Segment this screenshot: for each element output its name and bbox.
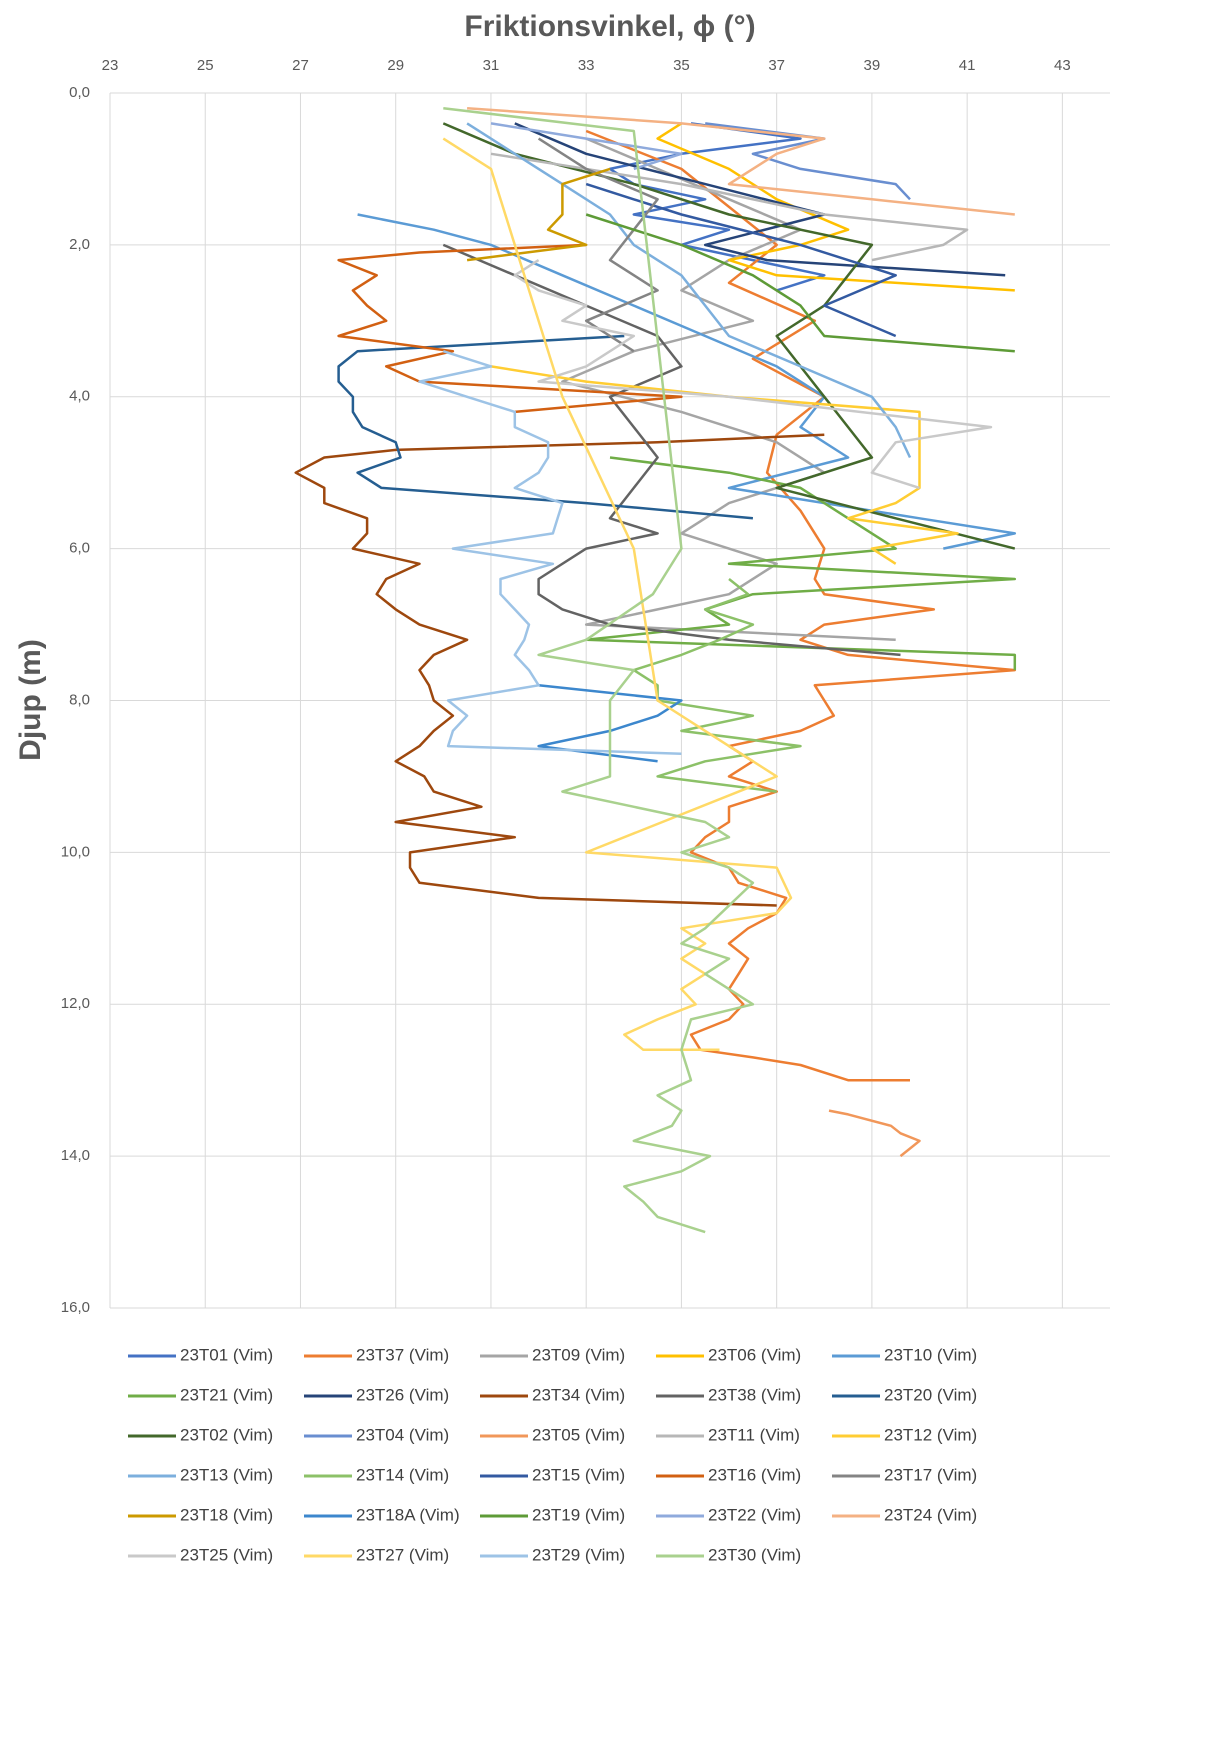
legend-label: 23T34 (Vim) bbox=[532, 1385, 625, 1404]
legend-label: 23T21 (Vim) bbox=[180, 1385, 273, 1404]
series-line bbox=[442, 122, 1016, 550]
y-tick-label: 14,0 bbox=[61, 1147, 90, 1164]
series-line bbox=[490, 365, 959, 565]
legend-label: 23T19 (Vim) bbox=[532, 1505, 625, 1524]
legend-label: 23T20 (Vim) bbox=[884, 1385, 977, 1404]
series-line bbox=[442, 243, 901, 657]
x-tick-label: 29 bbox=[387, 57, 404, 74]
x-tick-label: 43 bbox=[1054, 57, 1071, 74]
series-line bbox=[632, 578, 802, 793]
legend-label: 23T17 (Vim) bbox=[884, 1465, 977, 1484]
legend-label: 23T01 (Vim) bbox=[180, 1345, 273, 1364]
series-line bbox=[357, 213, 1017, 550]
x-tick-label: 27 bbox=[292, 57, 309, 74]
y-tick-label: 8,0 bbox=[69, 691, 90, 708]
series-line bbox=[608, 122, 826, 292]
series-line bbox=[585, 213, 1015, 353]
legend-label: 23T25 (Vim) bbox=[180, 1545, 273, 1564]
legend-label: 23T06 (Vim) bbox=[708, 1345, 801, 1364]
series-line bbox=[294, 433, 825, 907]
series-line bbox=[337, 334, 754, 520]
legend-label: 23T24 (Vim) bbox=[884, 1505, 977, 1524]
legend-label: 23T04 (Vim) bbox=[356, 1425, 449, 1444]
legend-label: 23T22 (Vim) bbox=[708, 1505, 801, 1524]
legend-label: 23T37 (Vim) bbox=[356, 1345, 449, 1364]
legend-label: 23T13 (Vim) bbox=[180, 1465, 273, 1484]
legend-label: 23T05 (Vim) bbox=[532, 1425, 625, 1444]
y-tick-label: 10,0 bbox=[61, 843, 90, 860]
legend-label: 23T18A (Vim) bbox=[356, 1505, 460, 1524]
legend-label: 23T30 (Vim) bbox=[708, 1545, 801, 1564]
x-tick-label: 35 bbox=[673, 57, 690, 74]
legend-label: 23T02 (Vim) bbox=[180, 1425, 273, 1444]
chart-title: Friktionsvinkel, ϕ (°) bbox=[464, 10, 755, 43]
x-tick-label: 25 bbox=[197, 57, 214, 74]
series-line bbox=[490, 122, 683, 171]
legend-label: 23T12 (Vim) bbox=[884, 1425, 977, 1444]
y-tick-label: 16,0 bbox=[61, 1299, 90, 1316]
series-line bbox=[442, 137, 793, 1052]
y-tick-label: 6,0 bbox=[69, 540, 90, 557]
series-line bbox=[584, 456, 1017, 671]
y-tick-label: 12,0 bbox=[61, 995, 90, 1012]
legend-label: 23T27 (Vim) bbox=[356, 1545, 449, 1564]
legend-label: 23T38 (Vim) bbox=[708, 1385, 801, 1404]
series-line bbox=[513, 259, 993, 490]
series-line bbox=[466, 167, 611, 262]
y-tick-label: 2,0 bbox=[69, 236, 90, 253]
x-tick-label: 31 bbox=[483, 57, 500, 74]
series-line bbox=[443, 106, 755, 1234]
series-line bbox=[585, 182, 897, 338]
series-line bbox=[466, 122, 912, 459]
x-tick-label: 33 bbox=[578, 57, 595, 74]
series-line bbox=[467, 106, 1015, 216]
legend-label: 23T10 (Vim) bbox=[884, 1345, 977, 1364]
legend-label: 23T29 (Vim) bbox=[532, 1545, 625, 1564]
x-tick-label: 23 bbox=[102, 57, 119, 74]
y-tick-label: 0,0 bbox=[69, 84, 90, 101]
legend-label: 23T14 (Vim) bbox=[356, 1465, 449, 1484]
series-line bbox=[705, 122, 911, 201]
legend-label: 23T18 (Vim) bbox=[180, 1505, 273, 1524]
y-axis-label: Djup (m) bbox=[14, 639, 47, 761]
x-tick-label: 41 bbox=[959, 57, 976, 74]
legend-label: 23T09 (Vim) bbox=[532, 1345, 625, 1364]
x-tick-label: 37 bbox=[768, 57, 785, 74]
series-line bbox=[828, 1109, 921, 1158]
legend-label: 23T16 (Vim) bbox=[708, 1465, 801, 1484]
series-line bbox=[490, 152, 969, 262]
series-line bbox=[418, 350, 682, 755]
legend-label: 23T15 (Vim) bbox=[532, 1465, 625, 1484]
legend-label: 23T11 (Vim) bbox=[708, 1425, 800, 1444]
x-tick-label: 39 bbox=[864, 57, 881, 74]
y-tick-label: 4,0 bbox=[69, 388, 90, 405]
series-line bbox=[656, 122, 1015, 292]
legend-label: 23T26 (Vim) bbox=[356, 1385, 449, 1404]
